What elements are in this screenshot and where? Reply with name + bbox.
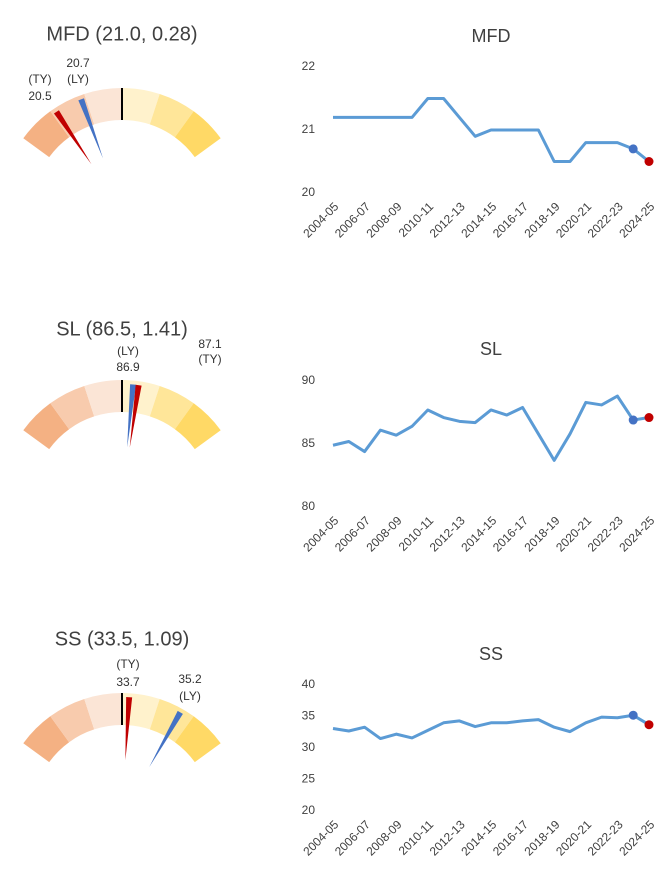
y-tick-label: 35	[302, 709, 316, 723]
x-tick-label: 2024-25	[616, 513, 657, 554]
gauge-band	[174, 111, 221, 158]
gauge-value: 86.9	[116, 360, 140, 374]
y-tick-label: 20	[302, 185, 316, 199]
gauge-title: SS (33.5, 1.09)	[55, 628, 190, 650]
highlight-point	[628, 144, 638, 154]
highlight-point	[644, 157, 654, 166]
gauge-needle	[149, 710, 183, 768]
x-tick-label: 2024-25	[616, 199, 657, 240]
gauge-value: 35.2	[178, 672, 202, 686]
highlight-point	[644, 413, 654, 423]
gauge-band	[50, 698, 95, 743]
gauge-band	[50, 385, 95, 430]
gauge-needle	[78, 98, 103, 159]
highlight-point	[644, 720, 654, 730]
chart-title: MFD	[472, 26, 511, 46]
line-series	[332, 394, 650, 462]
gauge-band	[149, 385, 194, 430]
gauge-value: 20.5	[28, 89, 52, 103]
gauge-needle	[125, 697, 133, 761]
y-tick-label: 25	[302, 772, 316, 786]
gauge-band	[149, 93, 194, 138]
line-series	[333, 97, 650, 163]
x-tick-label: 2008-09	[364, 199, 405, 240]
x-tick-label: 2024-25	[616, 817, 657, 858]
gauge-value: 20.7	[66, 56, 90, 70]
y-tick-label: 30	[302, 740, 316, 754]
gauge-tag: (TY)	[116, 657, 139, 671]
gauge-band	[122, 88, 160, 125]
gauge-value: 87.1	[198, 337, 222, 351]
gauge-tag: (LY)	[117, 344, 139, 358]
gauge-title: MFD (21.0, 0.28)	[46, 23, 197, 45]
gauge-tag: (LY)	[67, 72, 89, 86]
line-series	[332, 713, 650, 741]
gauge-title: SL (86.5, 1.41)	[56, 318, 188, 340]
x-tick-label: 2008-09	[364, 817, 405, 858]
y-tick-label: 20	[302, 803, 316, 817]
gauge-tag: (TY)	[198, 352, 221, 366]
gauge-needle	[53, 110, 92, 165]
y-tick-label: 40	[302, 677, 316, 691]
gauge-needle	[127, 384, 137, 448]
highlight-point	[628, 415, 638, 425]
y-tick-label: 21	[302, 122, 316, 136]
gauge-value: 33.7	[116, 675, 140, 689]
y-tick-label: 90	[302, 373, 316, 387]
gauge-needle	[129, 384, 142, 448]
highlight-point	[628, 710, 638, 720]
y-tick-label: 80	[302, 499, 316, 513]
gauge-band	[84, 88, 122, 125]
y-tick-label: 22	[302, 59, 316, 73]
gauge-tag: (TY)	[28, 72, 51, 86]
x-tick-label: 2008-09	[364, 513, 405, 554]
gauge-band	[84, 380, 122, 417]
gauge-band	[23, 111, 70, 158]
chart-title: SS	[479, 644, 503, 664]
gauge-band	[23, 716, 70, 763]
gauge-band	[174, 403, 221, 450]
gauge-tag: (LY)	[179, 689, 201, 703]
gauge-band	[23, 403, 70, 450]
chart-title: SL	[480, 339, 502, 359]
gauge-band	[84, 693, 122, 730]
gauge-band	[174, 716, 221, 763]
gauge-band	[149, 698, 194, 743]
y-tick-label: 85	[302, 436, 316, 450]
